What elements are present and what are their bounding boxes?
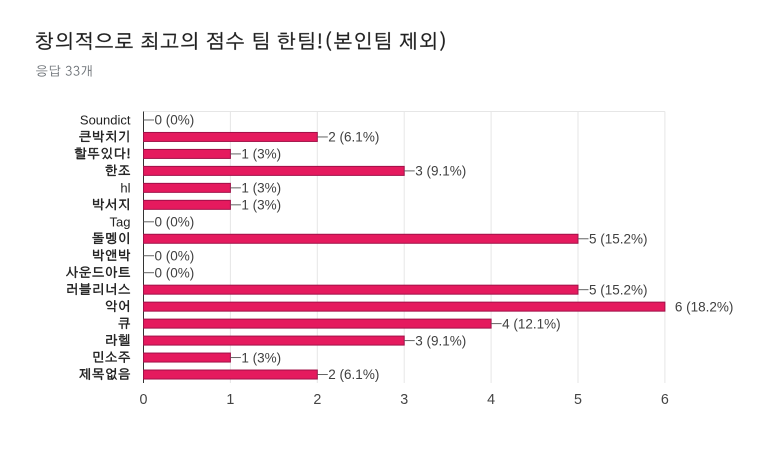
svg-text:1 (3%): 1 (3%) <box>241 181 281 196</box>
svg-text:4: 4 <box>487 392 495 408</box>
svg-text:1 (3%): 1 (3%) <box>241 350 281 365</box>
svg-text:1: 1 <box>226 392 234 408</box>
svg-text:hl: hl <box>120 180 130 195</box>
svg-text:3: 3 <box>400 392 408 408</box>
svg-text:3 (9.1%): 3 (9.1%) <box>415 164 466 179</box>
svg-text:2 (6.1%): 2 (6.1%) <box>328 130 379 145</box>
svg-text:5: 5 <box>574 392 582 408</box>
svg-text:0 (0%): 0 (0%) <box>155 265 195 280</box>
svg-text:1 (3%): 1 (3%) <box>241 198 281 213</box>
svg-text:1 (3%): 1 (3%) <box>241 147 281 162</box>
svg-text:0 (0%): 0 (0%) <box>155 113 195 128</box>
svg-text:2 (6.1%): 2 (6.1%) <box>328 367 379 382</box>
svg-text:0 (0%): 0 (0%) <box>155 248 195 263</box>
svg-text:4 (12.1%): 4 (12.1%) <box>502 316 561 331</box>
svg-text:0: 0 <box>140 392 148 408</box>
svg-text:Tag: Tag <box>110 214 131 229</box>
svg-text:2: 2 <box>313 392 321 408</box>
svg-text:3 (9.1%): 3 (9.1%) <box>415 333 466 348</box>
svg-text:6 (18.2%): 6 (18.2%) <box>675 299 734 314</box>
svg-text:5 (15.2%): 5 (15.2%) <box>589 231 648 246</box>
svg-text:0 (0%): 0 (0%) <box>155 215 195 230</box>
svg-text:Soundict: Soundict <box>80 113 131 128</box>
svg-text:6: 6 <box>661 392 669 408</box>
svg-text:5 (15.2%): 5 (15.2%) <box>589 282 648 297</box>
